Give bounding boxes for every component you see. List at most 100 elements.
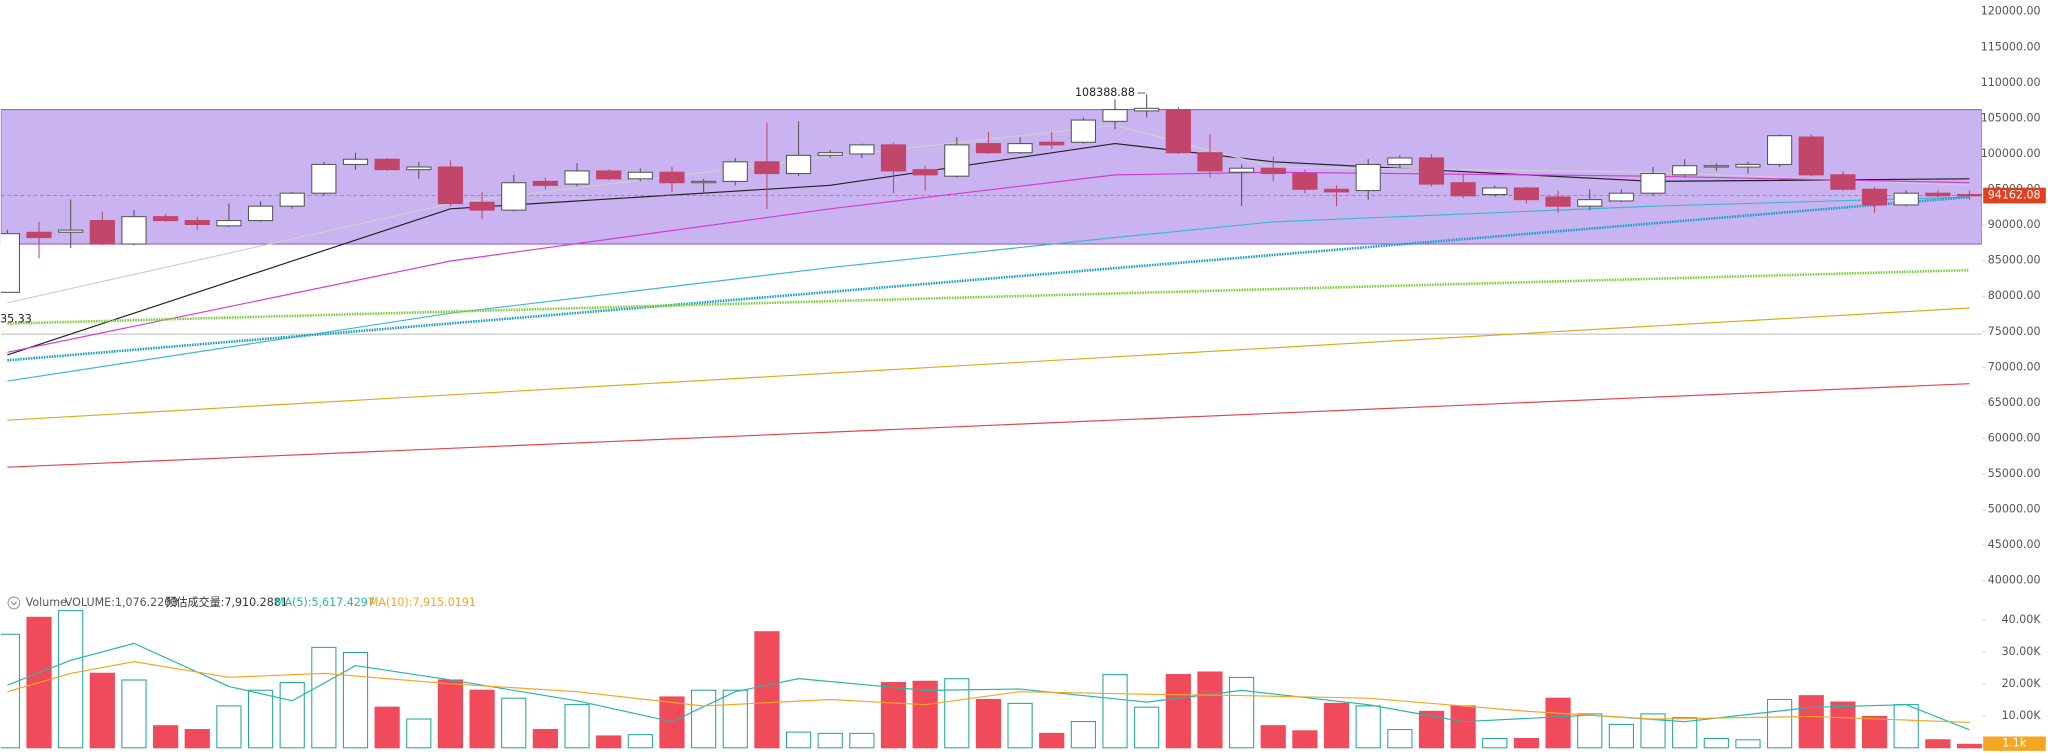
last-volume-label: 1.1k bbox=[2002, 737, 2027, 750]
volume-bar bbox=[1102, 674, 1128, 749]
candle-body bbox=[1355, 163, 1381, 192]
volume-bar bbox=[1577, 713, 1603, 749]
volume-title: Volume bbox=[26, 596, 67, 609]
candle-body bbox=[1482, 187, 1508, 196]
price-ma-line bbox=[7, 307, 1970, 421]
candle-body bbox=[1577, 199, 1603, 207]
plot-area bbox=[0, 94, 1982, 749]
candle-body bbox=[1672, 165, 1698, 176]
y-tick-label: 40000.00 bbox=[1988, 574, 2041, 587]
candle-body bbox=[944, 144, 970, 177]
candle-body bbox=[1640, 173, 1666, 194]
candle-body bbox=[247, 205, 274, 222]
candle-body bbox=[1039, 141, 1065, 146]
volume-bar bbox=[849, 732, 875, 749]
volume-bar bbox=[1387, 729, 1413, 749]
volume-bar bbox=[564, 704, 590, 749]
y-tick-label: 50000.00 bbox=[1988, 503, 2041, 516]
volume-bar bbox=[1197, 671, 1223, 749]
volume-bar bbox=[1767, 698, 1793, 749]
candle-body bbox=[26, 231, 52, 239]
volume-bar bbox=[1229, 676, 1255, 749]
volume-bar bbox=[1418, 710, 1445, 749]
low-marker-label: 635.33 bbox=[0, 313, 32, 326]
volume-bar bbox=[1323, 702, 1350, 749]
volume-bar bbox=[247, 689, 274, 749]
candle-body bbox=[437, 166, 464, 205]
candle-body bbox=[1545, 196, 1571, 207]
volume-bar bbox=[944, 678, 970, 749]
candle-body bbox=[1735, 163, 1761, 168]
candle-body bbox=[1102, 109, 1128, 122]
volume-bar bbox=[1861, 715, 1888, 749]
price-ma-line bbox=[7, 196, 1970, 382]
candle-body bbox=[1703, 165, 1729, 168]
volume-bar bbox=[89, 672, 115, 749]
candle-body bbox=[1165, 109, 1191, 154]
candle-body bbox=[722, 161, 748, 182]
candle-body bbox=[849, 144, 875, 155]
volume-bar bbox=[1355, 705, 1381, 749]
y-tick-label: 80000.00 bbox=[1988, 289, 2041, 302]
y-tick-label: 60000.00 bbox=[1988, 431, 2041, 444]
volume-bar bbox=[406, 718, 432, 749]
ma10-legend: MA(10):7,915.0191 bbox=[369, 596, 476, 609]
volume-bar bbox=[880, 682, 907, 749]
last-price-badge bbox=[1983, 187, 2046, 204]
candle-body bbox=[406, 166, 432, 171]
volume-bar bbox=[659, 696, 685, 749]
estimate-value: 预估成交量:7,910.2881 bbox=[165, 595, 288, 609]
volume-bar bbox=[374, 706, 400, 749]
candle-body bbox=[1925, 192, 1951, 197]
high-label: 108388.88 bbox=[1075, 86, 1135, 99]
volume-bar bbox=[532, 729, 558, 749]
candle-body bbox=[311, 163, 337, 194]
candle-body bbox=[58, 229, 84, 233]
last-volume-badge bbox=[1983, 736, 2046, 751]
candle-body bbox=[121, 216, 147, 245]
volume-bar bbox=[184, 729, 210, 749]
volume-bar bbox=[437, 679, 464, 749]
volume-bar bbox=[627, 734, 653, 749]
candle-body bbox=[1197, 152, 1223, 172]
candle-body bbox=[1070, 119, 1096, 143]
candle-body bbox=[596, 170, 622, 180]
candle-body bbox=[1608, 192, 1634, 202]
candle-body bbox=[532, 180, 558, 186]
candle-body bbox=[1798, 136, 1824, 176]
candle-body bbox=[1767, 135, 1793, 165]
candle-body bbox=[216, 220, 242, 227]
y-tick-label: 75000.00 bbox=[1988, 325, 2041, 338]
candle-body bbox=[975, 143, 1002, 154]
volume-bar bbox=[1893, 704, 1919, 749]
candle-body bbox=[0, 233, 20, 293]
last-price-label: 94162.08 bbox=[1988, 189, 2041, 202]
volume-bar bbox=[1482, 737, 1508, 749]
volume-bar bbox=[1007, 702, 1033, 749]
candle-body bbox=[1418, 157, 1445, 185]
y-tick-label: 100000.00 bbox=[1981, 147, 2041, 160]
volume-bar bbox=[912, 680, 938, 749]
volume-bar bbox=[1925, 739, 1951, 749]
candle-body bbox=[1830, 174, 1856, 190]
collapse-toggle[interactable] bbox=[7, 596, 21, 610]
volume-bar bbox=[1545, 697, 1571, 749]
volume-bar bbox=[1672, 717, 1698, 749]
volume-bar bbox=[216, 705, 242, 749]
candle-body bbox=[184, 220, 210, 225]
volume-bar bbox=[1735, 739, 1761, 749]
candle-body bbox=[1387, 157, 1413, 165]
volume-ma-line bbox=[7, 661, 1970, 724]
y-tick-label: 120000.00 bbox=[1981, 5, 2041, 18]
volume-bar bbox=[1134, 706, 1160, 749]
volume-bar bbox=[1830, 701, 1856, 749]
y-tick-label: 55000.00 bbox=[1988, 467, 2041, 480]
volume-bar bbox=[501, 697, 527, 749]
volume-bar bbox=[58, 610, 84, 749]
volume-bar bbox=[691, 689, 717, 749]
y-tick-label: 20.00K bbox=[2002, 677, 2042, 690]
candle-body bbox=[627, 171, 653, 180]
volume-bar bbox=[1070, 721, 1096, 749]
volume-bar bbox=[1039, 732, 1065, 749]
